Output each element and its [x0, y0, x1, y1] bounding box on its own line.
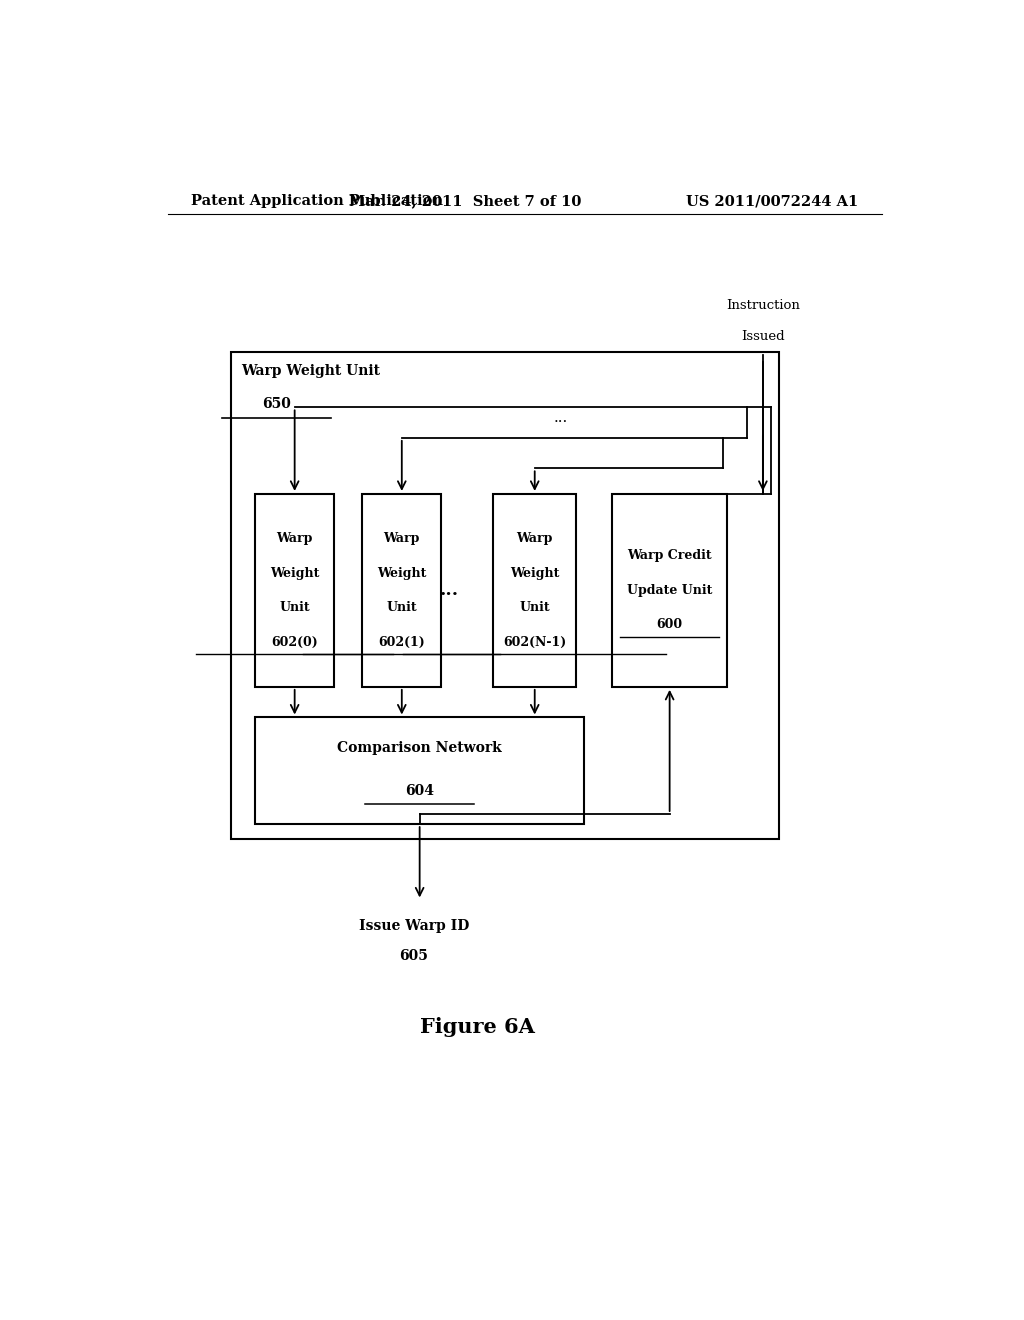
- Text: Warp: Warp: [384, 532, 420, 545]
- Text: Unit: Unit: [280, 601, 310, 614]
- Text: 650: 650: [262, 397, 291, 412]
- Bar: [362, 494, 441, 686]
- Text: 602(1): 602(1): [379, 636, 425, 648]
- Text: Warp: Warp: [516, 532, 553, 545]
- Text: Weight: Weight: [377, 566, 426, 579]
- Text: 604: 604: [406, 784, 434, 799]
- Text: Weight: Weight: [270, 566, 319, 579]
- Text: Patent Application Publication: Patent Application Publication: [191, 194, 443, 209]
- Text: 600: 600: [656, 619, 683, 631]
- Bar: [231, 351, 778, 840]
- Text: Comparison Network: Comparison Network: [337, 742, 502, 755]
- Text: ...: ...: [440, 581, 459, 599]
- Text: 602(0): 602(0): [271, 636, 318, 648]
- Text: Warp Weight Unit: Warp Weight Unit: [241, 364, 380, 378]
- Bar: [494, 494, 577, 686]
- Text: Instruction: Instruction: [726, 300, 800, 313]
- Text: Issued: Issued: [741, 330, 784, 343]
- Text: Unit: Unit: [519, 601, 550, 614]
- Text: Weight: Weight: [510, 566, 559, 579]
- Text: US 2011/0072244 A1: US 2011/0072244 A1: [686, 194, 858, 209]
- Text: ...: ...: [553, 411, 567, 425]
- Text: 605: 605: [399, 949, 428, 964]
- Bar: [612, 494, 727, 686]
- Bar: [255, 718, 585, 824]
- Text: 602(N-1): 602(N-1): [503, 636, 566, 648]
- Bar: [255, 494, 334, 686]
- Text: Issue Warp ID: Issue Warp ID: [358, 919, 469, 933]
- Text: Unit: Unit: [386, 601, 417, 614]
- Text: Mar. 24, 2011  Sheet 7 of 10: Mar. 24, 2011 Sheet 7 of 10: [349, 194, 582, 209]
- Text: Warp Credit: Warp Credit: [628, 549, 712, 562]
- Text: Warp: Warp: [276, 532, 313, 545]
- Text: Update Unit: Update Unit: [627, 583, 713, 597]
- Text: Figure 6A: Figure 6A: [420, 1018, 535, 1038]
